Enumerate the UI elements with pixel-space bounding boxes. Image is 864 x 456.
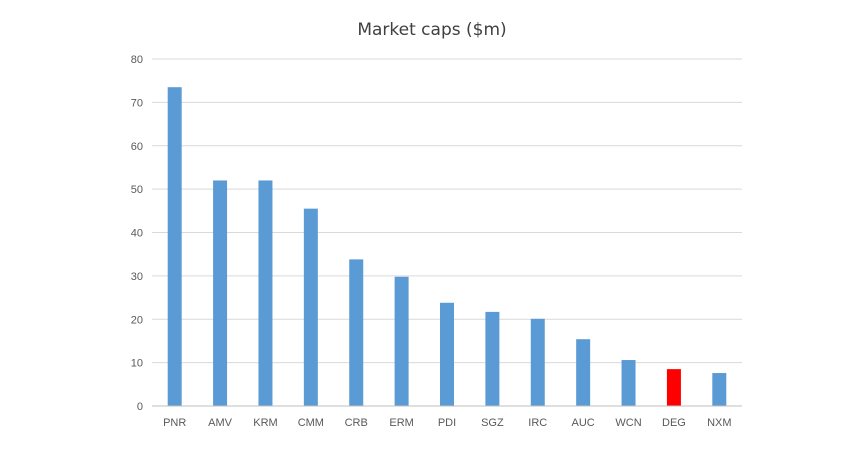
bar-nxm — [712, 373, 727, 406]
y-axis-tick-labels: 0 10 20 30 40 50 60 70 80 — [131, 54, 143, 413]
chart-title: Market caps ($m) — [357, 20, 507, 40]
y-tick-label: 40 — [131, 228, 143, 240]
bar-wcn — [621, 360, 636, 406]
x-tick-label-wcn: WCN — [615, 417, 641, 429]
bar-pdi — [440, 302, 454, 406]
y-tick-label: 50 — [131, 184, 143, 196]
bar-cmm — [303, 208, 318, 406]
y-tick-label: 20 — [131, 314, 143, 326]
bar-pnr — [167, 87, 182, 406]
x-tick-label-deg: DEG — [662, 417, 686, 429]
x-tick-label-nxm: NXM — [707, 417, 731, 429]
x-tick-label-krm: KRM — [253, 417, 277, 429]
y-tick-label: 0 — [137, 401, 143, 413]
x-tick-label-auc: AUC — [572, 417, 595, 429]
x-tick-label-erm: ERM — [389, 417, 413, 429]
x-tick-label-pnr: PNR — [163, 417, 186, 429]
bar-krm — [258, 180, 273, 406]
y-tick-label: 30 — [131, 271, 143, 283]
x-tick-label-amv: AMV — [208, 417, 233, 429]
bar-amv — [213, 180, 228, 406]
x-tick-label-pdi: PDI — [438, 417, 456, 429]
bar-crb — [349, 259, 364, 406]
x-tick-label-crb: CRB — [345, 417, 368, 429]
bar-sgz — [485, 311, 500, 406]
x-axis-tick-labels: PNR AMV KRM CMM CRB ERM PDI SGZ IRC AUC WCN DEG NXM — [163, 417, 731, 429]
x-tick-label-cmm: CMM — [298, 417, 324, 429]
y-tick-label: 70 — [131, 97, 143, 109]
x-tick-label-sgz: SGZ — [481, 417, 504, 429]
bar-irc — [530, 318, 545, 406]
bar-erm — [394, 276, 409, 406]
y-tick-label: 60 — [131, 141, 143, 153]
bars — [167, 87, 727, 406]
bar-deg — [666, 369, 681, 406]
y-tick-label: 80 — [131, 54, 143, 66]
y-tick-label: 10 — [131, 358, 143, 370]
bar-auc — [576, 339, 591, 406]
x-tick-label-irc: IRC — [528, 417, 547, 429]
